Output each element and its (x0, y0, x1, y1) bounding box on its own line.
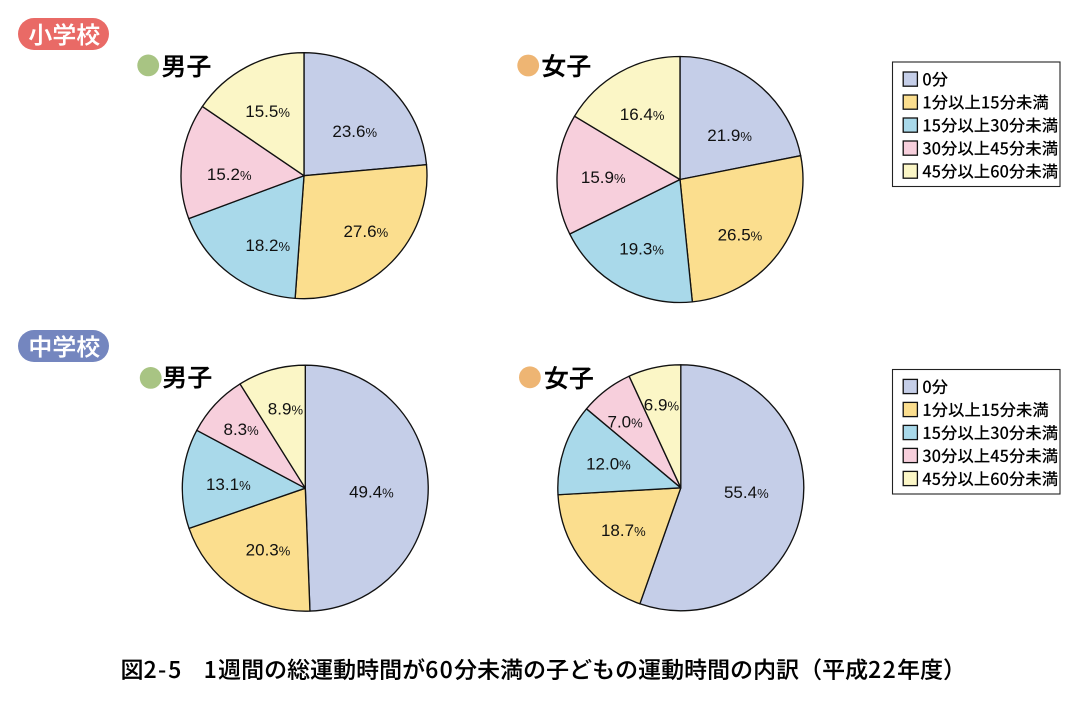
svg-text:6.9%: 6.9% (644, 396, 680, 415)
svg-text:19.3%: 19.3% (619, 240, 664, 259)
svg-text:15.2%: 15.2% (207, 165, 252, 184)
svg-text:18.7%: 18.7% (601, 521, 646, 540)
svg-text:49.4%: 49.4% (349, 483, 394, 502)
svg-text:8.3%: 8.3% (223, 420, 259, 439)
svg-text:16.4%: 16.4% (620, 105, 665, 124)
svg-text:27.6%: 27.6% (343, 222, 388, 241)
svg-text:13.1%: 13.1% (206, 475, 251, 494)
svg-text:12.0%: 12.0% (586, 454, 631, 473)
svg-text:26.5%: 26.5% (718, 226, 763, 245)
svg-text:8.9%: 8.9% (268, 400, 304, 419)
svg-text:7.0%: 7.0% (607, 412, 643, 431)
svg-text:20.3%: 20.3% (246, 541, 291, 560)
svg-text:55.4%: 55.4% (724, 483, 769, 502)
svg-text:15.5%: 15.5% (245, 102, 290, 121)
svg-text:23.6%: 23.6% (332, 122, 377, 141)
svg-text:15.9%: 15.9% (581, 168, 626, 187)
svg-text:21.9%: 21.9% (707, 126, 752, 145)
svg-text:18.2%: 18.2% (245, 236, 290, 255)
